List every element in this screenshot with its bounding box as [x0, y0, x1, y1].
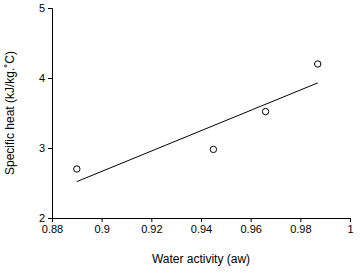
- axis-line: [53, 219, 351, 223]
- tick-label: 3: [39, 142, 45, 154]
- axis-line: [48, 9, 53, 219]
- tick-mark: [48, 218, 52, 219]
- tick-label: 0.98: [290, 223, 311, 235]
- tick-label: 5: [39, 2, 45, 14]
- chart: 0.88 0.9 0.92 0.94 0.96 0.98 1 2 3 4 5 Water activi…: [0, 0, 362, 273]
- tick-mark: [350, 218, 351, 222]
- tick-label: 1: [347, 223, 353, 235]
- tick: 0.88: [42, 218, 63, 235]
- tick-label: 2: [39, 212, 45, 224]
- tick-mark: [300, 218, 301, 222]
- tick-label: 0.96: [240, 223, 261, 235]
- point: [74, 166, 80, 172]
- tick-mark: [251, 218, 252, 222]
- point: [315, 61, 321, 67]
- tick-mark: [201, 218, 202, 222]
- tick-label: 0.88: [42, 223, 63, 235]
- tick-label: 0.9: [95, 223, 110, 235]
- tick-mark: [102, 218, 103, 222]
- tick: 0.96: [240, 218, 261, 235]
- tick: 0.94: [191, 218, 212, 235]
- tick: 2: [39, 212, 52, 224]
- tick: 4: [39, 72, 52, 84]
- point: [210, 146, 216, 152]
- tick-label: 0.92: [141, 223, 162, 235]
- x-axis: 0.88 0.9 0.92 0.94 0.96 0.98 1: [42, 218, 354, 235]
- tick-label: 4: [39, 72, 45, 84]
- tick: 3: [39, 142, 52, 154]
- tick: 0.98: [290, 218, 311, 235]
- point: [262, 108, 268, 114]
- tick-mark: [151, 218, 152, 222]
- plot: 0.88 0.9 0.92 0.94 0.96 0.98 1 2 3 4 5: [39, 2, 354, 235]
- tick-mark: [48, 148, 52, 149]
- y-axis: 2 3 4 5: [39, 2, 53, 224]
- tick-label: 0.94: [191, 223, 212, 235]
- tick-mark: [48, 78, 52, 79]
- tick: 1: [347, 218, 353, 235]
- y-axis-title: Specific heat (kJ/kg.˚C): [3, 51, 17, 175]
- tick: 0.9: [95, 218, 110, 235]
- tick-mark: [48, 8, 52, 9]
- line: [77, 83, 318, 182]
- tick: 5: [39, 2, 52, 14]
- x-axis-title: Water activity (aw): [152, 252, 250, 266]
- marks: [74, 61, 321, 182]
- tick: 0.92: [141, 218, 162, 235]
